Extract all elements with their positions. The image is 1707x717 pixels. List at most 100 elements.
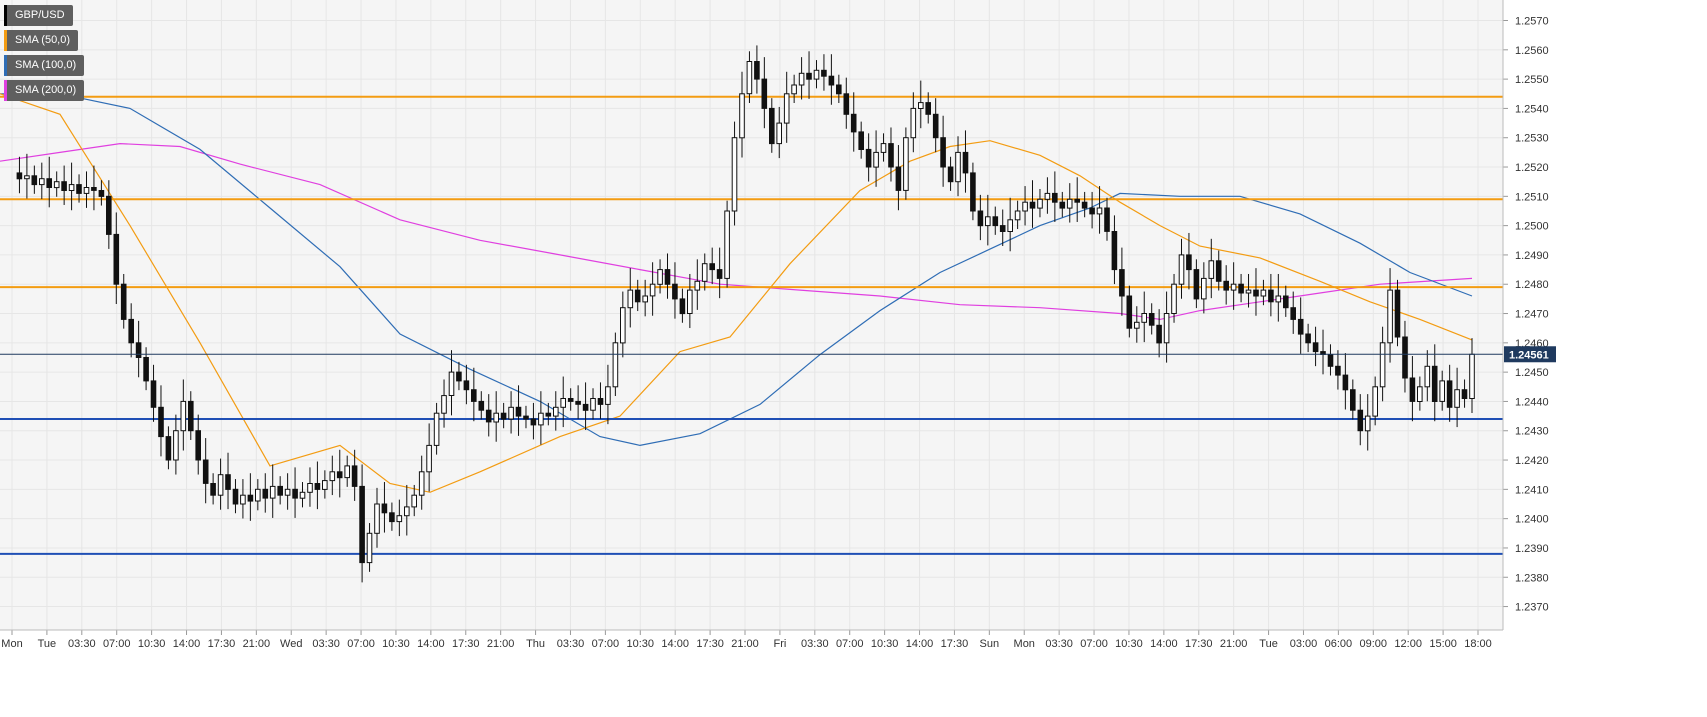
candle-body-down [1089, 207, 1095, 215]
candle [1007, 197, 1014, 252]
candle [828, 54, 835, 105]
candle [396, 499, 403, 537]
x-tick-label: 17:30 [1185, 638, 1213, 650]
sma-50-line [0, 93, 1473, 493]
legend-swatch [4, 80, 7, 101]
candle [1111, 215, 1118, 285]
candle [16, 156, 23, 194]
candle-body-up [642, 295, 649, 303]
candle [873, 130, 879, 187]
candle [1297, 297, 1304, 354]
candle-body-up [83, 187, 90, 194]
candle [530, 402, 537, 440]
candle [188, 391, 194, 440]
candle [262, 473, 269, 513]
candle [962, 130, 969, 193]
candle-body-up [724, 210, 730, 279]
x-tick-label: Mon [1014, 638, 1035, 650]
candle [1059, 191, 1066, 218]
candle-body-down [485, 409, 492, 423]
candle [463, 364, 470, 405]
candle-body-down [463, 380, 470, 391]
candle-body-down [567, 398, 574, 402]
y-tick-label: 1.2380 [1515, 572, 1549, 584]
candle-body-up [426, 444, 432, 473]
candle-body-down [1119, 269, 1125, 297]
candle [1104, 197, 1110, 241]
candle [754, 45, 760, 94]
candle [605, 364, 611, 425]
candle-body-down [850, 113, 857, 133]
candle-body-up [299, 491, 306, 499]
candle [1372, 376, 1379, 426]
candle [575, 385, 581, 419]
legend-item-sma-100: SMA (100,0) [4, 55, 85, 76]
candle-body-down [336, 471, 343, 479]
candle [128, 303, 134, 358]
candle [1350, 379, 1356, 420]
candle-body-up [813, 69, 820, 80]
candle [620, 291, 626, 358]
candle-body-down [1312, 342, 1319, 353]
candle-body-down [1394, 289, 1401, 338]
candle [284, 473, 291, 510]
candle [120, 273, 127, 329]
candle [1066, 183, 1073, 223]
candle-body-up [1275, 295, 1282, 303]
candle [1439, 370, 1446, 411]
x-tick-label: Mon [1, 638, 22, 650]
candle-body-up [180, 400, 187, 432]
candle-body-down [359, 485, 365, 564]
candle-body-down [1402, 336, 1408, 379]
candle-body-down [1074, 198, 1081, 203]
candle [858, 121, 865, 159]
y-tick-label: 1.2470 [1515, 309, 1549, 321]
candle [91, 165, 97, 211]
candle-body-down [1059, 201, 1066, 209]
current-price-badge [1504, 346, 1556, 363]
candle [1044, 177, 1051, 214]
candle [404, 484, 410, 536]
candle-body-down [977, 210, 984, 227]
candle [322, 470, 328, 499]
x-tick-label: 14:00 [661, 638, 689, 650]
candle [46, 156, 53, 208]
candle [1364, 394, 1371, 451]
candle [1014, 200, 1021, 229]
candle-body-down [582, 403, 589, 411]
candle-body-down [679, 298, 686, 315]
candle-body-down [61, 181, 67, 191]
candle [612, 332, 619, 397]
candle-body-up [1469, 353, 1475, 399]
candle [724, 200, 730, 288]
candle-body-up [746, 61, 753, 95]
candle-body-up [1364, 415, 1371, 432]
candle-body-down [1111, 231, 1118, 271]
candle-body-down [523, 415, 529, 420]
candle [299, 482, 306, 508]
candle [150, 364, 157, 422]
candle-body-up [1387, 289, 1393, 344]
y-tick-label: 1.2400 [1515, 514, 1549, 526]
candle [329, 455, 336, 496]
candle-body-down [992, 216, 999, 227]
candle-body-down [1215, 260, 1222, 282]
x-tick-label: 21:00 [487, 638, 515, 650]
candle [1268, 273, 1274, 317]
candle [418, 455, 425, 510]
candle [850, 92, 857, 152]
candle-body-up [255, 488, 261, 502]
candle [1290, 291, 1297, 334]
candle-body-up [411, 494, 417, 508]
y-tick-label: 1.2500 [1515, 221, 1549, 233]
candle [1238, 273, 1244, 303]
candle-body-up [344, 465, 350, 479]
candle [1193, 259, 1200, 309]
x-tick-label: 18:00 [1464, 638, 1492, 650]
candle [947, 156, 954, 191]
candle-body-down [1342, 374, 1349, 391]
candle [687, 273, 693, 329]
candle-body-down [1409, 377, 1416, 402]
candle-body-down [962, 151, 969, 174]
candle [553, 391, 559, 431]
